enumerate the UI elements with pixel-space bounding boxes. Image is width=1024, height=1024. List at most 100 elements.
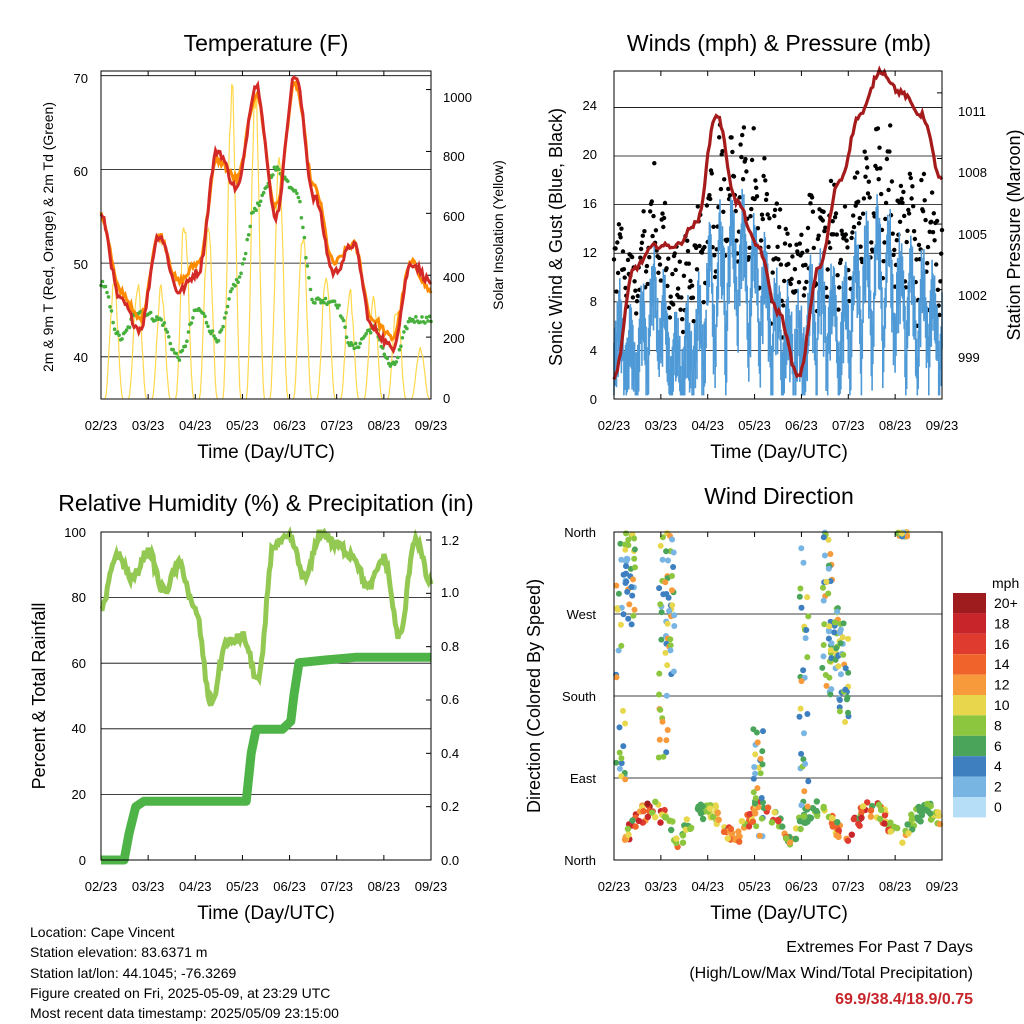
direction-point: [659, 556, 666, 563]
gust-point: [650, 233, 655, 239]
direction-title: Wind Direction: [704, 483, 854, 509]
direction-point: [616, 765, 623, 772]
solar-spike: [198, 226, 218, 400]
gust-point: [677, 259, 682, 264]
direction-point: [820, 597, 827, 604]
precip-ytick-1.2: 1.2: [441, 533, 459, 548]
gust-point: [907, 171, 913, 176]
gust-point: [925, 244, 931, 250]
dewpoint-point: [340, 316, 344, 320]
dewpoint-point: [400, 336, 405, 340]
direction-point: [798, 678, 805, 685]
direction-point: [631, 606, 638, 613]
gust-point: [828, 178, 834, 184]
gust-point: [876, 177, 881, 182]
dewpoint-point: [251, 210, 255, 214]
solar-ytick-600: 600: [443, 209, 465, 224]
gust-point: [867, 195, 872, 200]
direction-point: [632, 564, 638, 571]
direction-point: [813, 807, 820, 815]
direction-xlabel: Time (Day/UTC): [710, 903, 848, 924]
gust-point: [644, 263, 650, 269]
dewpoint-point: [337, 303, 341, 308]
direction-point: [655, 754, 662, 761]
direction-point: [666, 817, 673, 824]
direction-point: [618, 760, 625, 767]
gust-point: [899, 196, 904, 201]
dewpoint-point: [233, 284, 237, 288]
pressure-series: [612, 65, 944, 380]
dewpoint-point: [115, 330, 120, 334]
gust-point: [888, 123, 893, 128]
gust-point: [694, 267, 700, 272]
direction-point: [617, 540, 624, 547]
direction-point: [615, 590, 622, 597]
direction-point: [750, 726, 757, 733]
dewpoint-point: [242, 257, 246, 261]
gust-point: [865, 191, 871, 196]
dewpoint-point: [427, 314, 432, 319]
gust-point: [717, 135, 722, 140]
winds-xtick-08-23: 08/23: [879, 418, 912, 433]
rh-ytick-20: 20: [72, 787, 86, 802]
gust-point: [891, 252, 896, 258]
gust-point: [852, 175, 858, 180]
temperature-plot-frame: [100, 70, 432, 400]
legend-label-5: 10: [994, 697, 1010, 713]
gust-point: [614, 289, 619, 294]
dewpoint-point: [219, 328, 224, 332]
direction-point: [665, 557, 671, 564]
direction-point: [803, 627, 810, 633]
dewpoint-point: [353, 341, 358, 346]
dewpoint-point: [100, 279, 105, 284]
dewpoint-point: [367, 328, 372, 332]
dewpoint-point: [105, 290, 109, 295]
dewpoint-point: [127, 325, 132, 330]
dewpoint-point: [258, 199, 263, 204]
gust-point: [862, 149, 867, 154]
dewpoint-point: [162, 321, 167, 325]
dewpoint-point: [180, 348, 185, 353]
direction-point: [624, 825, 632, 833]
temperature-panel: Temperature (F) 40 50 60 70 0 200 400 60…: [40, 30, 506, 463]
humidity-xtick-03-23: 03/23: [132, 879, 165, 894]
solar-ytick-0: 0: [443, 391, 450, 406]
gust-point: [772, 207, 778, 213]
gust-point: [673, 267, 678, 273]
gust-point: [869, 240, 874, 245]
solar-spike: [340, 289, 360, 400]
gust-point: [649, 199, 654, 204]
direction-point: [727, 825, 735, 833]
dewpoint-point: [120, 337, 124, 341]
gust-point: [615, 270, 621, 276]
gust-point: [810, 209, 816, 214]
direction-point: [735, 828, 742, 835]
direction-point: [825, 590, 832, 597]
gust-point: [744, 169, 749, 174]
direction-point: [624, 588, 631, 595]
direction-point: [759, 761, 766, 768]
direction-point: [699, 815, 707, 823]
direction-point: [640, 808, 647, 815]
dir-ytick-west: West: [567, 607, 597, 622]
direction-point: [679, 832, 687, 839]
direction-point: [924, 808, 932, 815]
dewpoint-point: [224, 311, 228, 315]
dewpoint-point: [186, 330, 191, 334]
direction-point: [800, 559, 807, 566]
direction-point: [850, 815, 857, 823]
gust-point: [743, 156, 748, 162]
temp-2m-line: [99, 75, 433, 355]
dewpoint-point: [271, 173, 275, 177]
solar-spike: [222, 83, 242, 400]
direction-xtick-09-23: 09/23: [926, 879, 959, 894]
direction-point: [837, 629, 843, 636]
winds-xtick-07-23: 07/23: [832, 418, 865, 433]
direction-point: [613, 759, 620, 766]
dewpoint-point: [236, 280, 240, 285]
direction-xtick-03-23: 03/23: [645, 879, 678, 894]
legend-swatch-2: [953, 633, 986, 655]
humidity-xlabel: Time (Day/UTC): [197, 903, 335, 924]
dewpoint-point: [185, 339, 189, 344]
temp-xtick-05-23: 05/23: [226, 418, 259, 433]
